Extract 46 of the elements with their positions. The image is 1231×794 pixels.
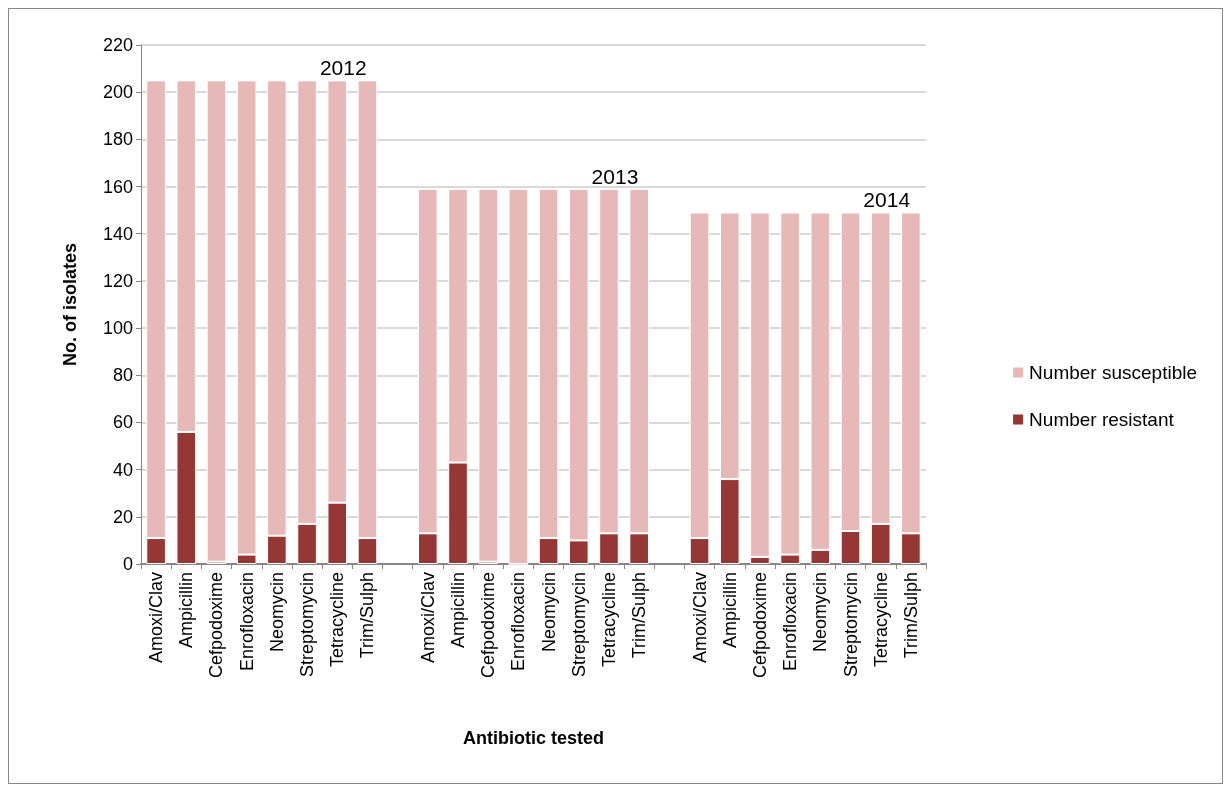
x-tick-label: Streptomycin xyxy=(568,572,589,678)
bar xyxy=(478,188,499,562)
x-tick-label: Ampicillin xyxy=(176,572,197,649)
y-axis-title: No. of isolates xyxy=(60,242,80,367)
legend-label: Number resistant xyxy=(1029,409,1175,430)
legend-label: Number susceptible xyxy=(1029,362,1198,383)
x-tick-label: Trim/Sulph xyxy=(629,572,650,659)
y-tick-label: 180 xyxy=(102,129,133,150)
x-tick-label: Cefpodoxime xyxy=(749,572,770,679)
x-tick-label: Ampicillin xyxy=(719,572,740,649)
bar xyxy=(508,188,529,564)
annotation: 2012 xyxy=(319,56,367,80)
y-tick-label: 100 xyxy=(102,318,133,339)
x-tick-label: Tetracycline xyxy=(327,572,348,668)
x-tick-label: Neomycin xyxy=(538,572,559,653)
x-tick-label: Trim/Sulph xyxy=(357,572,378,659)
x-tick-label: Enrofloxacin xyxy=(508,572,529,672)
x-tick-label: Cefpodoxime xyxy=(478,572,499,679)
bar xyxy=(206,80,227,562)
y-tick-label: 60 xyxy=(112,412,133,433)
y-tick-label: 140 xyxy=(102,223,133,244)
y-tick-label: 80 xyxy=(112,365,133,386)
y-tick-label: 160 xyxy=(102,176,133,197)
x-axis-title: Antibiotic tested xyxy=(462,728,605,748)
x-tick-label: Trim/Sulph xyxy=(900,572,921,659)
x-tick-label: Amoxi/Clav xyxy=(146,572,167,664)
x-tick-label: Cefpodoxime xyxy=(206,572,227,679)
x-tick-label: Neomycin xyxy=(266,572,287,653)
y-tick-label: 200 xyxy=(102,82,133,103)
annotation: 2014 xyxy=(863,188,911,212)
x-tick-label: Streptomycin xyxy=(297,572,318,678)
y-tick-label: 40 xyxy=(112,459,133,480)
y-tick-label: 220 xyxy=(102,35,133,55)
x-tick-label: Ampicillin xyxy=(448,572,469,649)
annotation: 2013 xyxy=(591,164,639,188)
y-tick-label: 120 xyxy=(102,270,133,291)
x-tick-label: Enrofloxacin xyxy=(780,572,801,672)
x-tick-label: Tetracycline xyxy=(870,572,891,668)
x-tick-label: Amoxi/Clav xyxy=(689,572,710,664)
x-tick-label: Streptomycin xyxy=(840,572,861,678)
x-tick-label: Neomycin xyxy=(810,572,831,653)
y-tick-label: 20 xyxy=(112,506,133,527)
x-tick-label: Tetracycline xyxy=(598,572,619,668)
x-tick-label: Enrofloxacin xyxy=(236,572,257,672)
y-tick-label: 0 xyxy=(122,554,133,574)
x-tick-label: Amoxi/Clav xyxy=(417,572,438,664)
